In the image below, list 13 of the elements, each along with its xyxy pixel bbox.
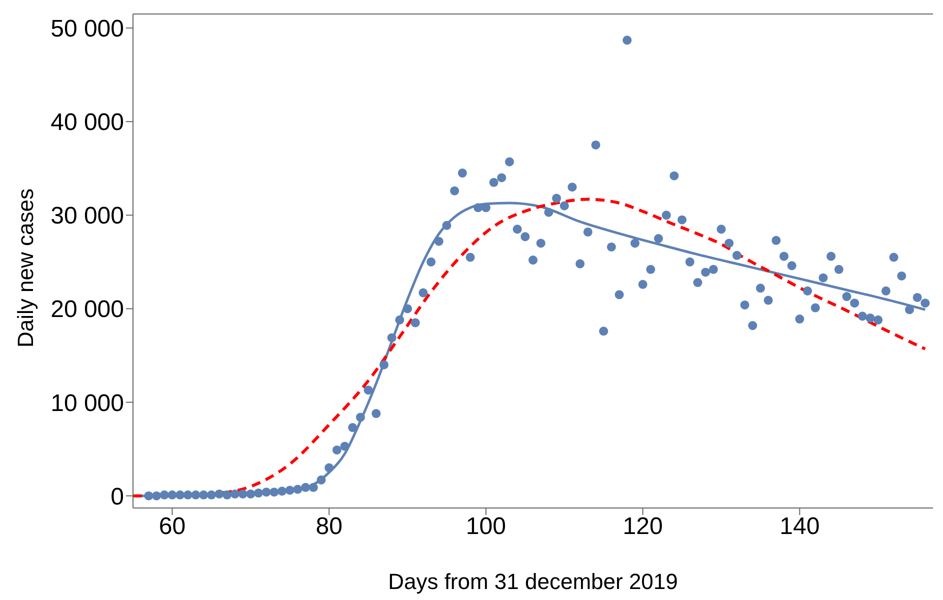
x-tick-label: 80 — [316, 513, 342, 540]
y-tick-label: 10 000 — [50, 390, 124, 417]
y-tick-label: 30 000 — [50, 202, 124, 230]
x-tick-label: 60 — [158, 513, 186, 540]
y-axis-title: Daily new cases — [13, 188, 39, 348]
y-tick-label: 40 000 — [50, 109, 124, 136]
x-tick-label: 120 — [622, 513, 663, 540]
y-tick-label: 50 000 — [50, 16, 124, 43]
x-tick-label: 140 — [780, 513, 820, 540]
x-tick-label: 100 — [466, 513, 506, 540]
y-tick-label: 0 — [110, 483, 124, 510]
x-axis-title: Days from 31 december 2019 — [388, 569, 678, 594]
y-tick-label: 20 000 — [50, 296, 124, 324]
